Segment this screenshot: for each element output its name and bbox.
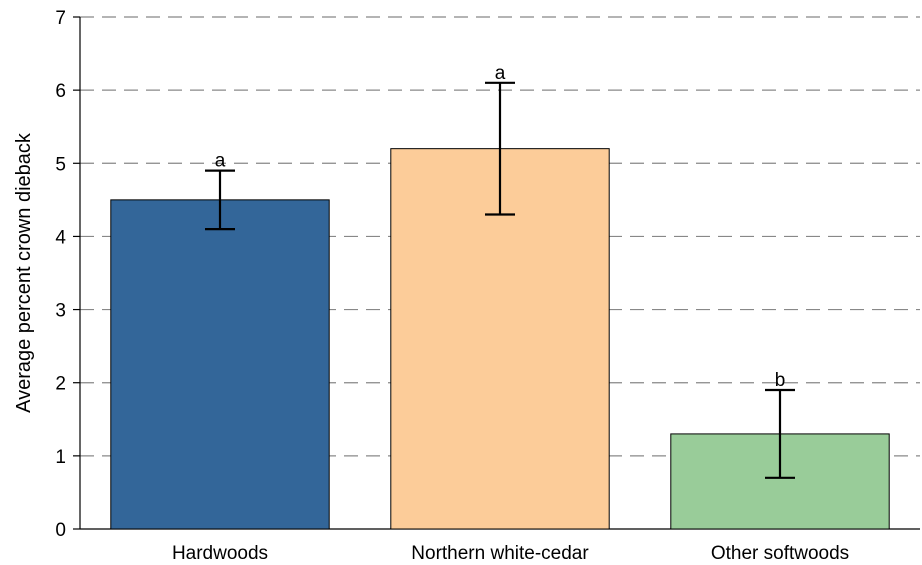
category-labels: Hardwoods Northern white-cedar Other softw… (172, 543, 849, 564)
category-label: Hardwoods (172, 543, 268, 564)
significance-label: a (495, 63, 506, 84)
y-tick-labels: 0 1 2 3 4 5 6 7 (55, 8, 80, 541)
significance-labels: a a b (215, 63, 786, 391)
error-bar (765, 388, 795, 479)
significance-label: b (775, 370, 786, 391)
y-tick-label: 3 (55, 301, 66, 322)
y-tick-label: 6 (55, 81, 66, 102)
y-axis-title: Average percent crown dieback (13, 132, 35, 413)
y-tick-label: 7 (55, 8, 66, 29)
significance-label: a (215, 151, 226, 172)
bar (110, 199, 330, 530)
category-label: Other softwoods (711, 543, 849, 564)
y-tick-label: 0 (55, 520, 66, 541)
y-tick-label: 5 (55, 154, 66, 175)
error-bar (205, 169, 235, 231)
category-label: Northern white-cedar (411, 543, 589, 564)
error-bars (205, 81, 795, 479)
y-tick-label: 2 (55, 374, 66, 395)
y-tick-label: 1 (55, 447, 66, 468)
error-bar (485, 81, 515, 216)
y-tick-label: 4 (55, 227, 66, 248)
